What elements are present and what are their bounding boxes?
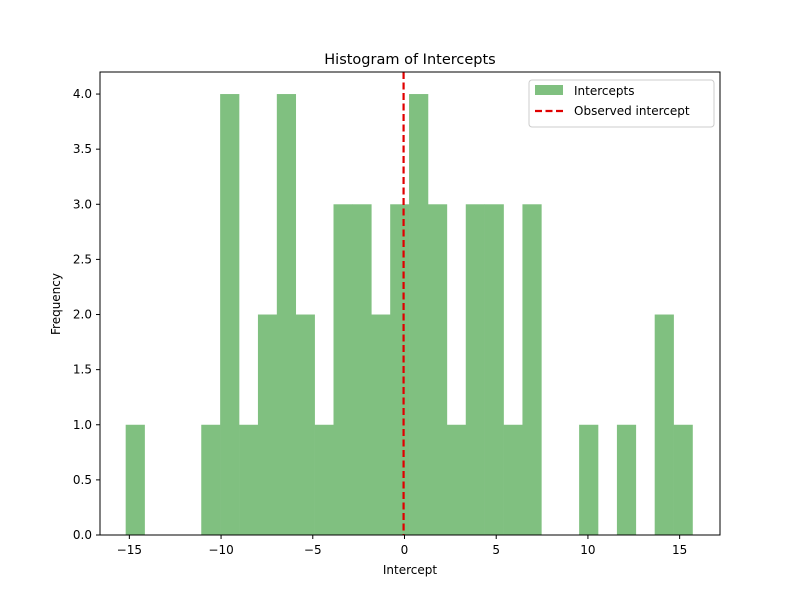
x-tick-label: 15 [672,543,687,557]
histogram-bar [333,204,353,536]
y-tick-label: 2.0 [73,308,92,322]
x-tick-label: 10 [580,543,595,557]
y-tick-label: 1.0 [73,418,92,432]
histogram-bar [125,424,145,535]
y-tick-label: 0.0 [73,528,92,542]
histogram-bars [125,94,693,536]
y-tick-label: 3.5 [73,142,92,156]
x-tick-label: −10 [208,543,233,557]
histogram-bar [654,314,674,535]
histogram-bar [201,424,221,535]
histogram-bar [409,94,429,536]
y-tick-label: 0.5 [73,473,92,487]
legend-histogram-swatch [535,85,563,95]
histogram-bar [314,424,334,535]
histogram-bar [257,314,278,535]
plot-frame [99,71,721,536]
y-tick-label: 4.0 [73,87,92,101]
x-tick-label: 5 [492,543,500,557]
histogram-bar [616,424,637,535]
histogram-bar [503,424,523,535]
y-tick-label: 2.5 [73,252,92,266]
x-axis-ticks: −15 −10 −5 0 5 10 15 [117,535,687,557]
legend: Intercepts Observed intercept [528,79,715,128]
histogram-bar [276,94,297,536]
histogram-bar [427,204,448,536]
histogram-bar [390,204,410,536]
y-tick-label: 1.5 [73,363,92,377]
histogram-bar [446,424,467,535]
histogram-bar [295,314,315,535]
histogram-bar [465,204,485,536]
histogram-bar [579,424,599,535]
legend-histogram-label: Intercepts [574,84,634,98]
x-tick-label: 0 [401,543,409,557]
histogram-bar [220,94,240,536]
y-axis-ticks: 0.0 0.5 1.0 1.5 2.0 2.5 3.0 3.5 4.0 [73,87,100,542]
legend-observed-label: Observed intercept [574,104,690,118]
y-axis-label: Frequency [49,273,63,335]
histogram-bar [371,314,391,535]
histogram-bar [673,424,693,535]
histogram-bar [484,204,504,536]
histogram-bar [239,424,259,535]
histogram-bar [352,204,372,536]
x-tick-label: −5 [304,543,322,557]
y-tick-label: 3.0 [73,197,92,211]
histogram-bar [522,204,542,536]
legend-box [528,79,715,128]
x-tick-label: −15 [117,543,142,557]
chart-title: Histogram of Intercepts [324,52,495,68]
x-axis-label: Intercept [383,563,438,577]
